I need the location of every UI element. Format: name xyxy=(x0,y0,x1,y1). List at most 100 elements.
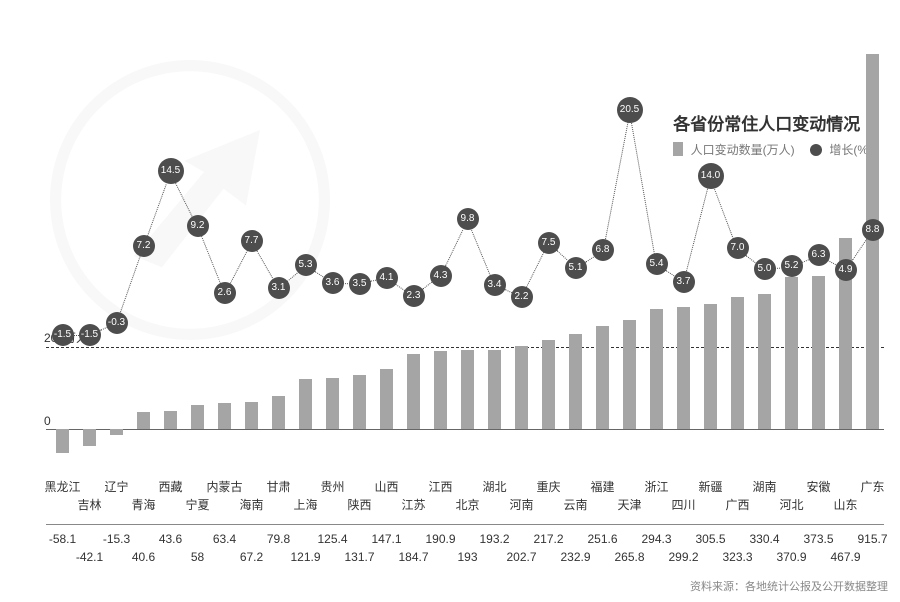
bar xyxy=(461,350,474,429)
province-count: 330.4 xyxy=(749,532,779,546)
source-prefix: 资料来源： xyxy=(690,581,745,593)
province-count: 251.6 xyxy=(587,532,617,546)
province-count: 323.3 xyxy=(722,550,752,564)
growth-marker: 4.3 xyxy=(430,265,452,287)
bar xyxy=(434,351,447,429)
province-count: 67.2 xyxy=(240,550,263,564)
province-count: -15.3 xyxy=(103,532,130,546)
growth-value: 5.3 xyxy=(299,260,313,270)
connector xyxy=(175,183,192,216)
growth-marker: 14.0 xyxy=(698,163,724,189)
bar xyxy=(812,276,825,429)
bar xyxy=(731,297,744,429)
growth-value: 8.8 xyxy=(866,225,880,235)
bar xyxy=(623,320,636,429)
province-name: 山西 xyxy=(374,478,398,495)
growth-marker: 3.7 xyxy=(673,271,695,293)
growth-marker: 14.5 xyxy=(158,158,184,184)
province-name: 陕西 xyxy=(347,496,371,513)
province-count: 147.1 xyxy=(371,532,401,546)
bar xyxy=(218,403,231,429)
growth-marker: -1.5 xyxy=(52,324,74,346)
province-name: 湖南 xyxy=(752,478,776,495)
growth-marker: 7.0 xyxy=(727,237,749,259)
connector xyxy=(445,229,463,266)
province-name: 山东 xyxy=(833,496,857,513)
province-count: 217.2 xyxy=(533,532,563,546)
growth-value: -0.3 xyxy=(108,318,125,328)
growth-value: 5.0 xyxy=(758,264,772,274)
growth-marker: -1.5 xyxy=(79,324,101,346)
growth-value: 4.1 xyxy=(380,273,394,283)
province-count: 232.9 xyxy=(560,550,590,564)
bar xyxy=(299,379,312,429)
growth-value: 5.1 xyxy=(569,263,583,273)
bar xyxy=(515,346,528,429)
growth-value: 7.5 xyxy=(542,238,556,248)
province-name: 江西 xyxy=(428,478,452,495)
label-separator-line xyxy=(46,524,884,525)
growth-value: 5.2 xyxy=(785,261,799,271)
connector xyxy=(852,239,867,261)
province-count: 63.4 xyxy=(213,532,236,546)
growth-marker: 3.5 xyxy=(349,273,371,295)
growth-marker: 7.2 xyxy=(133,235,155,257)
province-name: 海南 xyxy=(239,496,263,513)
province-name: 四川 xyxy=(671,496,695,513)
province-count: 43.6 xyxy=(159,532,182,546)
province-count: 299.2 xyxy=(668,550,698,564)
province-count: 265.8 xyxy=(614,550,644,564)
province-count: 184.7 xyxy=(398,550,428,564)
zero-line xyxy=(46,429,884,430)
province-name: 内蒙古 xyxy=(206,478,242,495)
connector xyxy=(746,255,756,263)
chart-container: 各省份常住人口变动情况 人口变动数量(万人) 增长(%) 0200万人 -1.5… xyxy=(0,0,900,602)
growth-marker: 5.0 xyxy=(754,258,776,280)
growth-value: 2.3 xyxy=(407,291,421,301)
connector xyxy=(287,272,298,281)
growth-marker: 9.8 xyxy=(457,208,479,230)
connector xyxy=(422,282,432,290)
bar xyxy=(704,304,717,429)
bar xyxy=(137,412,150,429)
growth-marker: 2.2 xyxy=(511,286,533,308)
province-count: 202.7 xyxy=(506,550,536,564)
province-count: 294.3 xyxy=(641,532,671,546)
growth-value: -1.5 xyxy=(54,330,71,340)
bar xyxy=(110,429,123,435)
province-name: 青海 xyxy=(131,496,155,513)
bar xyxy=(164,411,177,429)
growth-value: 7.7 xyxy=(245,236,259,246)
province-count: 131.7 xyxy=(344,550,374,564)
growth-value: 9.8 xyxy=(461,214,475,224)
bar xyxy=(542,340,555,429)
growth-value: 3.7 xyxy=(677,277,691,287)
growth-marker: 6.8 xyxy=(592,239,614,261)
plot-area: 0200万人 -1.5 -1.5 -0.3 7.2 14.5 9.2 2.6 7… xyxy=(46,20,884,470)
growth-value: 6.3 xyxy=(812,250,826,260)
connector xyxy=(201,236,221,283)
province-name: 广东 xyxy=(860,478,884,495)
growth-value: 3.1 xyxy=(272,283,286,293)
growth-marker: 7.5 xyxy=(538,232,560,254)
growth-value: 6.8 xyxy=(596,245,610,255)
growth-marker: 4.1 xyxy=(376,267,398,289)
province-name: 贵州 xyxy=(320,478,344,495)
province-name: 黑龙江 xyxy=(44,478,80,495)
growth-marker: 9.2 xyxy=(187,215,209,237)
bar xyxy=(596,326,609,429)
growth-value: 4.9 xyxy=(839,265,853,275)
province-name: 广西 xyxy=(725,496,749,513)
province-name: 上海 xyxy=(293,496,317,513)
growth-value: 9.2 xyxy=(191,221,205,231)
province-name: 西藏 xyxy=(158,478,182,495)
province-count: 370.9 xyxy=(776,550,806,564)
province-count: -42.1 xyxy=(76,550,103,564)
bar xyxy=(866,54,879,429)
connector xyxy=(526,253,544,288)
province-name: 天津 xyxy=(617,496,641,513)
bar xyxy=(758,294,771,429)
source-line: 资料来源：各地统计公报及公开数据整理 xyxy=(690,578,888,594)
growth-marker: 5.4 xyxy=(646,253,668,275)
bar xyxy=(191,405,204,429)
